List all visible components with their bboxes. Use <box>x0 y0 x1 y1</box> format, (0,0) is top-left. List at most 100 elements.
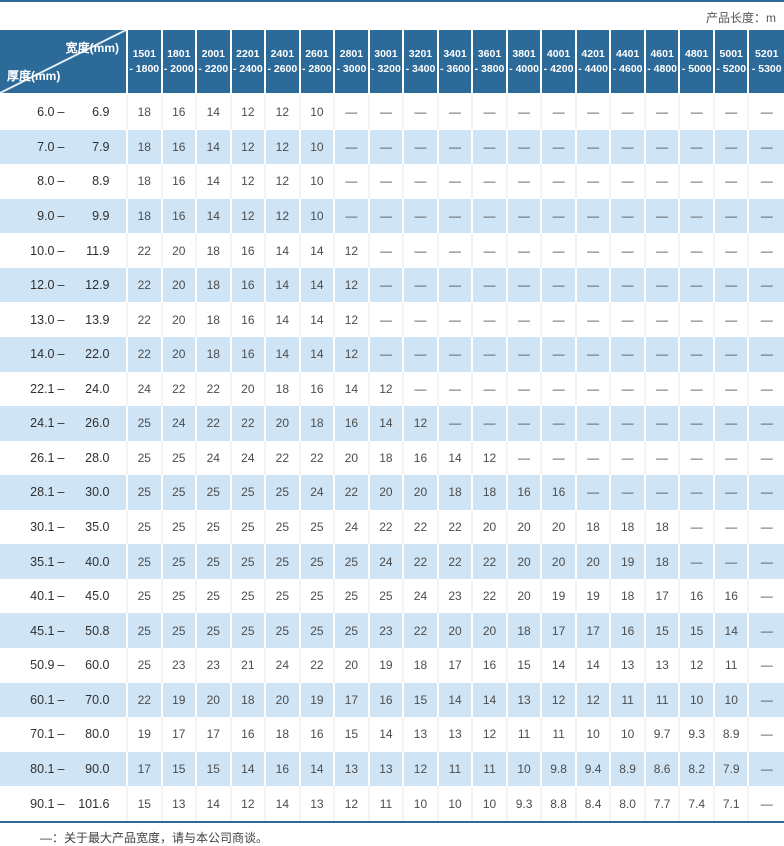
width-column-header: 4801 - 5000 <box>680 30 715 95</box>
size-cell: — <box>576 475 612 510</box>
size-cell: — <box>714 475 750 510</box>
size-cell: 10 <box>300 129 336 165</box>
width-range-line2: - 2600 <box>267 62 298 75</box>
width-range-line2: - 2400 <box>232 62 263 75</box>
size-cell: — <box>438 129 474 165</box>
thickness-high: 60.0 <box>85 658 110 673</box>
size-cell: 13 <box>645 648 681 683</box>
range-dash: – <box>57 139 65 154</box>
size-cell: — <box>680 371 715 407</box>
size-cell: 16 <box>507 475 543 510</box>
size-cell: 17 <box>576 613 612 648</box>
range-dash: – <box>57 208 65 223</box>
size-cell: 16 <box>335 406 370 441</box>
top-rule <box>0 0 784 2</box>
width-range-line1: 2201 <box>236 47 260 60</box>
size-cell: 12 <box>231 164 267 199</box>
size-cell: 8.8 <box>542 786 577 821</box>
size-cell: — <box>611 371 646 407</box>
size-cell: — <box>438 267 474 303</box>
size-cell: 20 <box>162 336 198 372</box>
size-cell: 9.7 <box>645 717 681 752</box>
width-range-line2: - 3200 <box>371 62 401 75</box>
size-cell: — <box>749 648 784 683</box>
size-cell: 16 <box>231 717 267 752</box>
width-range-line1: 4801 <box>684 47 709 60</box>
width-range-line2: - 5200 <box>716 62 747 75</box>
thickness-low: 35.1 <box>30 554 55 569</box>
width-range-line2: - 4000 <box>509 62 539 75</box>
size-cell: 19 <box>300 682 336 718</box>
size-cell: — <box>714 371 750 407</box>
size-cell: 13 <box>404 717 439 752</box>
size-cell: 16 <box>231 267 267 303</box>
size-cell: 17 <box>197 717 232 752</box>
size-cell: 12 <box>404 751 439 787</box>
size-cell: 12 <box>335 233 370 268</box>
size-cell: 25 <box>266 578 301 614</box>
size-cell: 18 <box>197 233 232 268</box>
size-cell: — <box>576 198 612 234</box>
size-cell: 22 <box>128 302 163 337</box>
width-range-line1: 2601 <box>305 47 329 60</box>
size-cell: 11 <box>438 751 474 787</box>
size-cell: 24 <box>128 371 163 407</box>
size-cell: 21 <box>231 648 267 683</box>
thickness-row-header: 80.1– 90.0 <box>0 751 128 787</box>
size-cell: 13 <box>300 786 336 821</box>
size-cell: 14 <box>542 648 577 683</box>
size-cell: — <box>369 164 405 199</box>
size-cell: — <box>576 95 612 130</box>
range-dash: – <box>57 450 65 465</box>
size-cell: 16 <box>231 233 267 268</box>
size-cell: — <box>680 509 715 545</box>
size-cell: 25 <box>266 475 301 510</box>
size-cell: — <box>507 164 543 199</box>
size-cell: — <box>645 371 681 407</box>
width-column-header: 4201 - 4400 <box>576 30 612 95</box>
size-cell: 14 <box>266 786 301 821</box>
thickness-low: 13.0 <box>30 312 55 327</box>
size-cell: — <box>749 233 784 268</box>
size-cell: — <box>680 233 715 268</box>
size-cell: — <box>438 371 474 407</box>
size-cell: — <box>542 198 577 234</box>
size-cell: 25 <box>197 509 232 545</box>
footnote: —：关于最大产品宽度，请与本公司商谈。 <box>40 830 269 845</box>
width-column-header: 3201 - 3400 <box>404 30 439 95</box>
range-dash: – <box>57 520 65 535</box>
width-range-line2: - 4800 <box>647 62 678 75</box>
size-cell: 25 <box>335 578 370 614</box>
size-cell: 14 <box>197 198 232 234</box>
size-cell: 22 <box>438 544 474 579</box>
thickness-row-header: 28.1– 30.0 <box>0 475 128 510</box>
thickness-low: 90.1 <box>30 796 55 811</box>
size-cell: — <box>576 267 612 303</box>
size-cell: — <box>576 302 612 337</box>
size-cell: — <box>507 406 543 441</box>
size-cell: 11 <box>611 682 646 718</box>
size-cell: 25 <box>162 544 198 579</box>
size-cell: — <box>369 129 405 165</box>
size-cell: 14 <box>714 613 750 648</box>
size-cell: — <box>714 129 750 165</box>
size-cell: 7.7 <box>645 786 681 821</box>
size-cell: 25 <box>128 406 163 441</box>
width-column-header: 2801 - 3000 <box>335 30 370 95</box>
size-cell: 12 <box>231 95 267 130</box>
thickness-row-header: 90.1–101.6 <box>0 786 128 821</box>
size-cell: 17 <box>128 751 163 787</box>
size-cell: 20 <box>197 682 232 718</box>
size-cell: — <box>369 267 405 303</box>
width-range-line1: 3601 <box>477 47 502 60</box>
width-range-line1: 3001 <box>374 47 398 60</box>
size-cell: — <box>645 233 681 268</box>
size-cell: 14 <box>266 336 301 372</box>
size-cell: 10 <box>300 164 336 199</box>
size-cell: — <box>507 440 543 476</box>
size-cell: 22 <box>128 682 163 718</box>
size-cell: 13 <box>438 717 474 752</box>
size-cell: 20 <box>507 544 543 579</box>
width-column-header: 1801 - 2000 <box>162 30 198 95</box>
size-cell: 20 <box>438 613 474 648</box>
